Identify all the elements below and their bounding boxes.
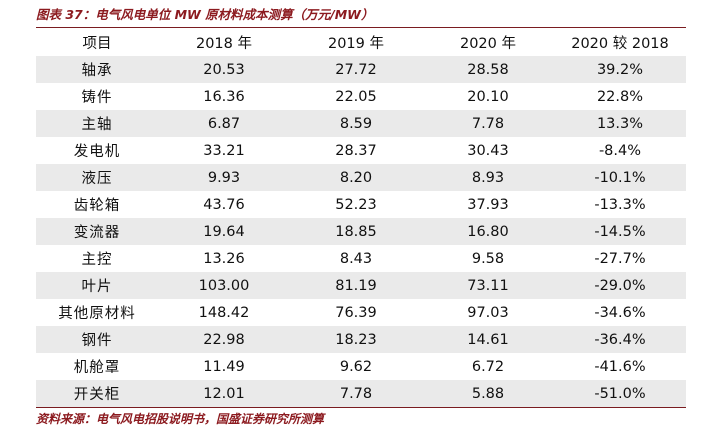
value-2019: 9.62	[290, 353, 422, 380]
table-row: 铸件 16.36 22.05 20.10 22.8%	[36, 83, 686, 110]
change-pct: 22.8%	[554, 83, 686, 110]
value-2018: 19.64	[158, 218, 290, 245]
value-2019: 52.23	[290, 191, 422, 218]
value-2020: 9.58	[422, 245, 554, 272]
value-2020: 37.93	[422, 191, 554, 218]
row-label: 主控	[36, 245, 158, 272]
change-pct: -10.1%	[554, 164, 686, 191]
value-2020: 30.43	[422, 137, 554, 164]
table-row: 其他原材料 148.42 76.39 97.03 -34.6%	[36, 299, 686, 326]
row-label: 主轴	[36, 110, 158, 137]
value-2019: 22.05	[290, 83, 422, 110]
value-2018: 103.00	[158, 272, 290, 299]
value-2018: 13.26	[158, 245, 290, 272]
row-label: 发电机	[36, 137, 158, 164]
row-label: 叶片	[36, 272, 158, 299]
value-2019: 76.39	[290, 299, 422, 326]
value-2020: 8.93	[422, 164, 554, 191]
value-2020: 16.80	[422, 218, 554, 245]
value-2019: 28.37	[290, 137, 422, 164]
value-2018: 22.98	[158, 326, 290, 353]
value-2018: 6.87	[158, 110, 290, 137]
value-2020: 97.03	[422, 299, 554, 326]
table-top-rule	[36, 27, 686, 28]
change-pct: -41.6%	[554, 353, 686, 380]
value-2019: 18.85	[290, 218, 422, 245]
table-row: 主轴 6.87 8.59 7.78 13.3%	[36, 110, 686, 137]
value-2020: 5.88	[422, 380, 554, 407]
column-header-2019: 2019 年	[290, 28, 422, 56]
row-label: 铸件	[36, 83, 158, 110]
table-row: 叶片 103.00 81.19 73.11 -29.0%	[36, 272, 686, 299]
value-2020: 6.72	[422, 353, 554, 380]
change-pct: -8.4%	[554, 137, 686, 164]
change-pct: -27.7%	[554, 245, 686, 272]
value-2020: 73.11	[422, 272, 554, 299]
row-label: 钢件	[36, 326, 158, 353]
value-2019: 81.19	[290, 272, 422, 299]
column-header-item: 项目	[36, 28, 158, 56]
row-label: 开关柜	[36, 380, 158, 407]
change-pct: -34.6%	[554, 299, 686, 326]
row-label: 齿轮箱	[36, 191, 158, 218]
table-row: 齿轮箱 43.76 52.23 37.93 -13.3%	[36, 191, 686, 218]
value-2020: 20.10	[422, 83, 554, 110]
value-2018: 16.36	[158, 83, 290, 110]
column-header-2018: 2018 年	[158, 28, 290, 56]
value-2020: 7.78	[422, 110, 554, 137]
value-2019: 8.59	[290, 110, 422, 137]
source-note: 资料来源：电气风电招股说明书，国盛证券研究所测算	[36, 412, 325, 426]
table-row: 发电机 33.21 28.37 30.43 -8.4%	[36, 137, 686, 164]
table-row: 轴承 20.53 27.72 28.58 39.2%	[36, 56, 686, 83]
value-2019: 27.72	[290, 56, 422, 83]
table-row: 机舱罩 11.49 9.62 6.72 -41.6%	[36, 353, 686, 380]
row-label: 液压	[36, 164, 158, 191]
value-2019: 8.20	[290, 164, 422, 191]
value-2018: 148.42	[158, 299, 290, 326]
value-2018: 33.21	[158, 137, 290, 164]
table-row: 钢件 22.98 18.23 14.61 -36.4%	[36, 326, 686, 353]
column-header-change: 2020 较 2018	[554, 28, 686, 56]
change-pct: -14.5%	[554, 218, 686, 245]
table-row: 开关柜 12.01 7.78 5.88 -51.0%	[36, 380, 686, 407]
value-2020: 14.61	[422, 326, 554, 353]
row-label: 变流器	[36, 218, 158, 245]
change-pct: -51.0%	[554, 380, 686, 407]
value-2019: 8.43	[290, 245, 422, 272]
table-row: 变流器 19.64 18.85 16.80 -14.5%	[36, 218, 686, 245]
table-row: 主控 13.26 8.43 9.58 -27.7%	[36, 245, 686, 272]
change-pct: -13.3%	[554, 191, 686, 218]
value-2019: 18.23	[290, 326, 422, 353]
value-2018: 9.93	[158, 164, 290, 191]
table-header-row: 项目 2018 年 2019 年 2020 年 2020 较 2018	[36, 28, 686, 56]
value-2018: 12.01	[158, 380, 290, 407]
value-2018: 20.53	[158, 56, 290, 83]
value-2019: 7.78	[290, 380, 422, 407]
value-2018: 11.49	[158, 353, 290, 380]
figure-caption: 图表 37：电气风电单位 MW 原材料成本测算（万元/MW）	[36, 7, 374, 22]
row-label: 其他原材料	[36, 299, 158, 326]
change-pct: -36.4%	[554, 326, 686, 353]
change-pct: 13.3%	[554, 110, 686, 137]
change-pct: 39.2%	[554, 56, 686, 83]
table-bottom-rule	[36, 407, 686, 408]
value-2020: 28.58	[422, 56, 554, 83]
cost-table: 项目 2018 年 2019 年 2020 年 2020 较 2018 轴承 2…	[36, 28, 686, 407]
change-pct: -29.0%	[554, 272, 686, 299]
row-label: 机舱罩	[36, 353, 158, 380]
row-label: 轴承	[36, 56, 158, 83]
column-header-2020: 2020 年	[422, 28, 554, 56]
table-row: 液压 9.93 8.20 8.93 -10.1%	[36, 164, 686, 191]
value-2018: 43.76	[158, 191, 290, 218]
